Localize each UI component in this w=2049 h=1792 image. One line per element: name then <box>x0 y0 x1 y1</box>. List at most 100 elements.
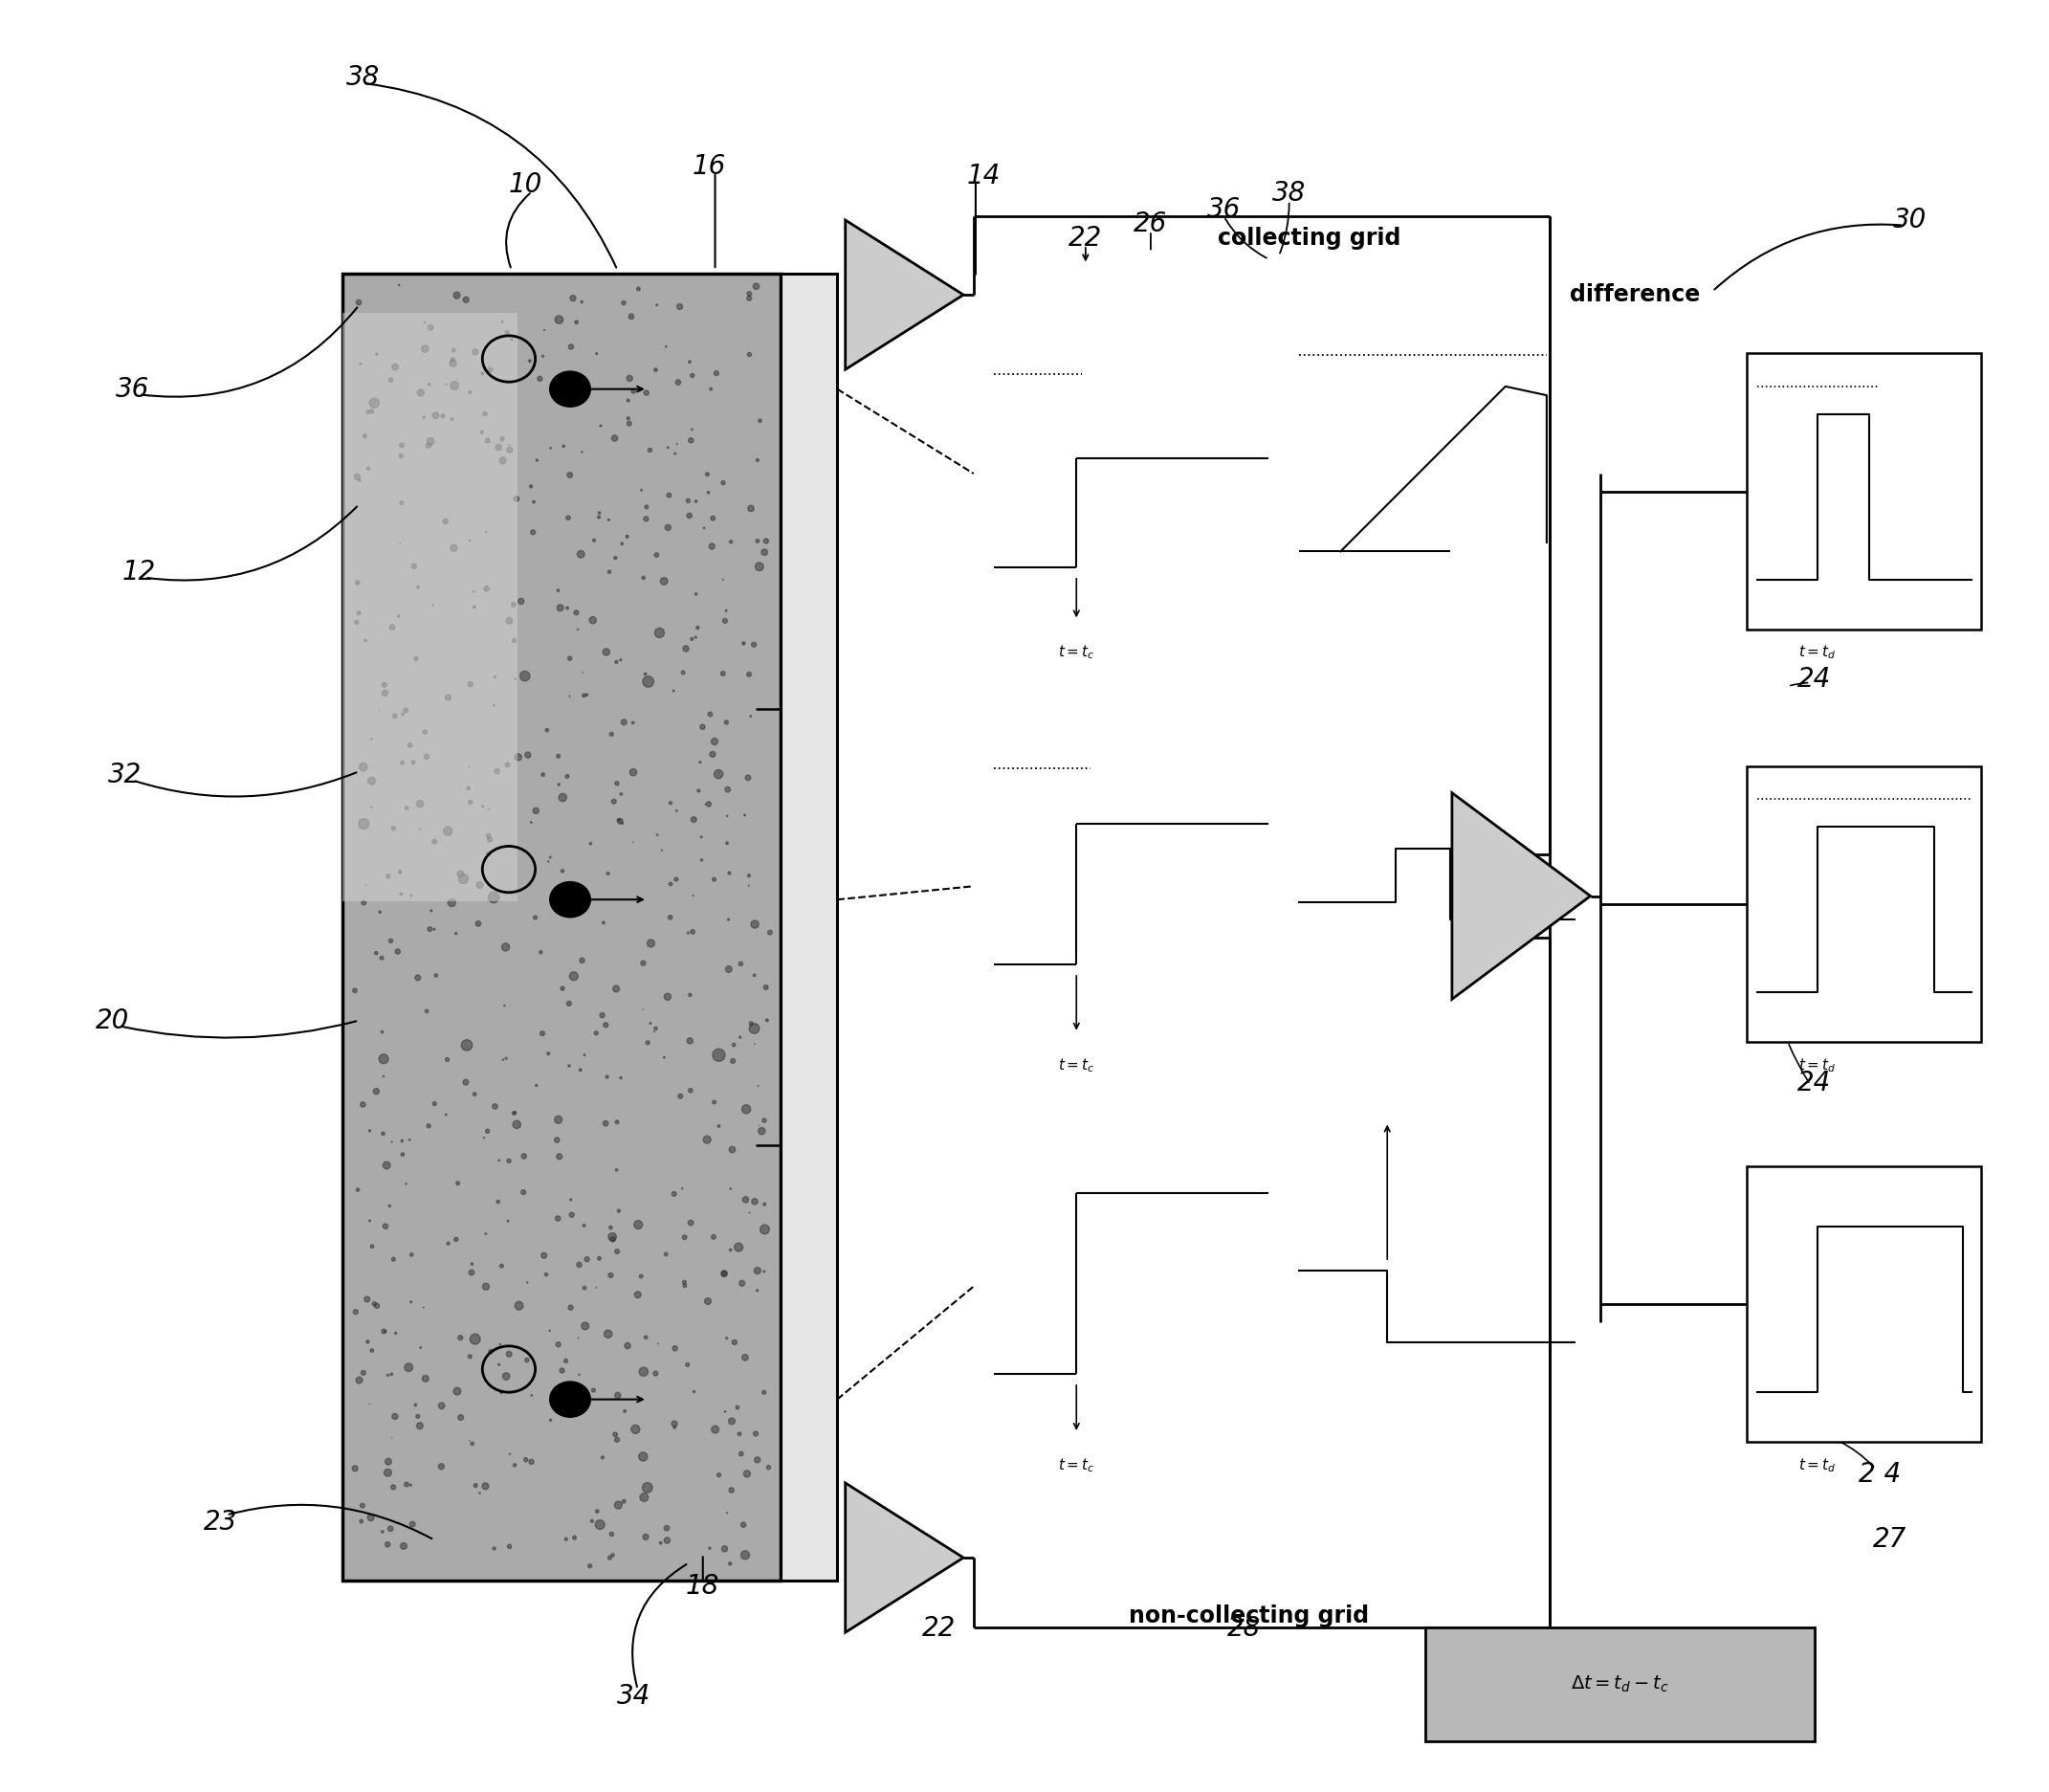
Point <box>600 647 633 676</box>
Point <box>404 1333 436 1362</box>
Point <box>598 425 631 453</box>
Point <box>713 955 746 984</box>
Point <box>410 1364 443 1392</box>
Point <box>674 1027 707 1055</box>
Point <box>598 787 631 815</box>
Point <box>625 475 658 504</box>
Point <box>436 405 469 434</box>
Point <box>707 659 740 688</box>
Point <box>711 776 744 805</box>
Point <box>652 1527 684 1555</box>
Point <box>590 1011 623 1039</box>
Point <box>721 1233 754 1262</box>
Point <box>729 1095 762 1124</box>
Point <box>563 1360 596 1389</box>
Point <box>664 292 697 321</box>
Bar <box>342 274 781 1581</box>
Point <box>471 796 504 824</box>
Point <box>387 699 420 728</box>
Point <box>346 753 379 781</box>
Point <box>666 1174 699 1202</box>
Point <box>750 973 783 1002</box>
Point <box>738 961 770 989</box>
Point <box>477 883 510 912</box>
Point <box>703 1041 736 1070</box>
Point <box>566 287 598 315</box>
Point <box>580 1496 613 1525</box>
Point <box>385 749 418 778</box>
Point <box>398 747 430 776</box>
Point <box>604 645 637 674</box>
Point <box>494 1439 527 1468</box>
Point <box>344 349 377 378</box>
Point <box>639 1358 672 1387</box>
Point <box>738 910 770 939</box>
Point <box>592 557 625 586</box>
Point <box>592 1319 625 1348</box>
Point <box>674 980 707 1009</box>
Point <box>352 1116 385 1145</box>
Point <box>717 1328 750 1357</box>
Point <box>547 975 580 1004</box>
Point <box>754 918 787 946</box>
Point <box>395 882 428 910</box>
Point <box>385 430 418 459</box>
Point <box>479 663 512 692</box>
Point <box>553 1052 586 1081</box>
Point <box>494 435 527 464</box>
Point <box>352 1391 385 1419</box>
Text: 28: 28 <box>1227 1615 1262 1641</box>
Point <box>672 919 705 948</box>
Point <box>543 593 576 622</box>
Point <box>723 1023 756 1052</box>
Point <box>734 283 766 312</box>
Point <box>449 285 482 314</box>
Point <box>486 308 518 337</box>
Point <box>695 375 727 403</box>
Point <box>551 504 584 532</box>
Point <box>566 437 598 466</box>
Point <box>570 876 602 905</box>
Point <box>412 371 445 400</box>
Point <box>676 625 709 654</box>
Point <box>660 430 693 459</box>
Text: non-collecting grid: non-collecting grid <box>1129 1606 1369 1627</box>
Point <box>750 527 783 556</box>
Point <box>498 665 531 694</box>
Point <box>607 1487 639 1516</box>
Point <box>414 426 447 455</box>
Text: 22: 22 <box>1070 224 1102 251</box>
Point <box>410 742 443 771</box>
Point <box>340 607 373 636</box>
Point <box>639 541 672 570</box>
Point <box>354 398 387 426</box>
Point <box>652 480 684 509</box>
Point <box>547 432 580 461</box>
Point <box>615 303 647 332</box>
Point <box>404 814 436 842</box>
Point <box>445 1324 477 1353</box>
Point <box>602 1197 635 1226</box>
Point <box>594 1543 627 1572</box>
Point <box>424 1452 457 1480</box>
Point <box>369 679 402 708</box>
Point <box>375 1127 408 1156</box>
Point <box>479 1091 512 1120</box>
Point <box>711 828 744 857</box>
Point <box>453 527 486 556</box>
Point <box>361 939 393 968</box>
Point <box>371 1360 404 1389</box>
Text: $t=t_c$: $t=t_c$ <box>1057 1457 1094 1475</box>
Text: 24: 24 <box>1797 665 1832 692</box>
Point <box>520 1072 553 1100</box>
Point <box>416 591 449 620</box>
Bar <box>1748 1167 1981 1443</box>
Point <box>643 1529 676 1557</box>
Point <box>459 1471 492 1500</box>
Point <box>545 1357 578 1385</box>
Text: $t=t_c$: $t=t_c$ <box>1057 1055 1094 1073</box>
Point <box>729 1344 762 1373</box>
Point <box>691 461 723 489</box>
FancyBboxPatch shape <box>1426 1627 1813 1740</box>
Polygon shape <box>846 1484 963 1633</box>
